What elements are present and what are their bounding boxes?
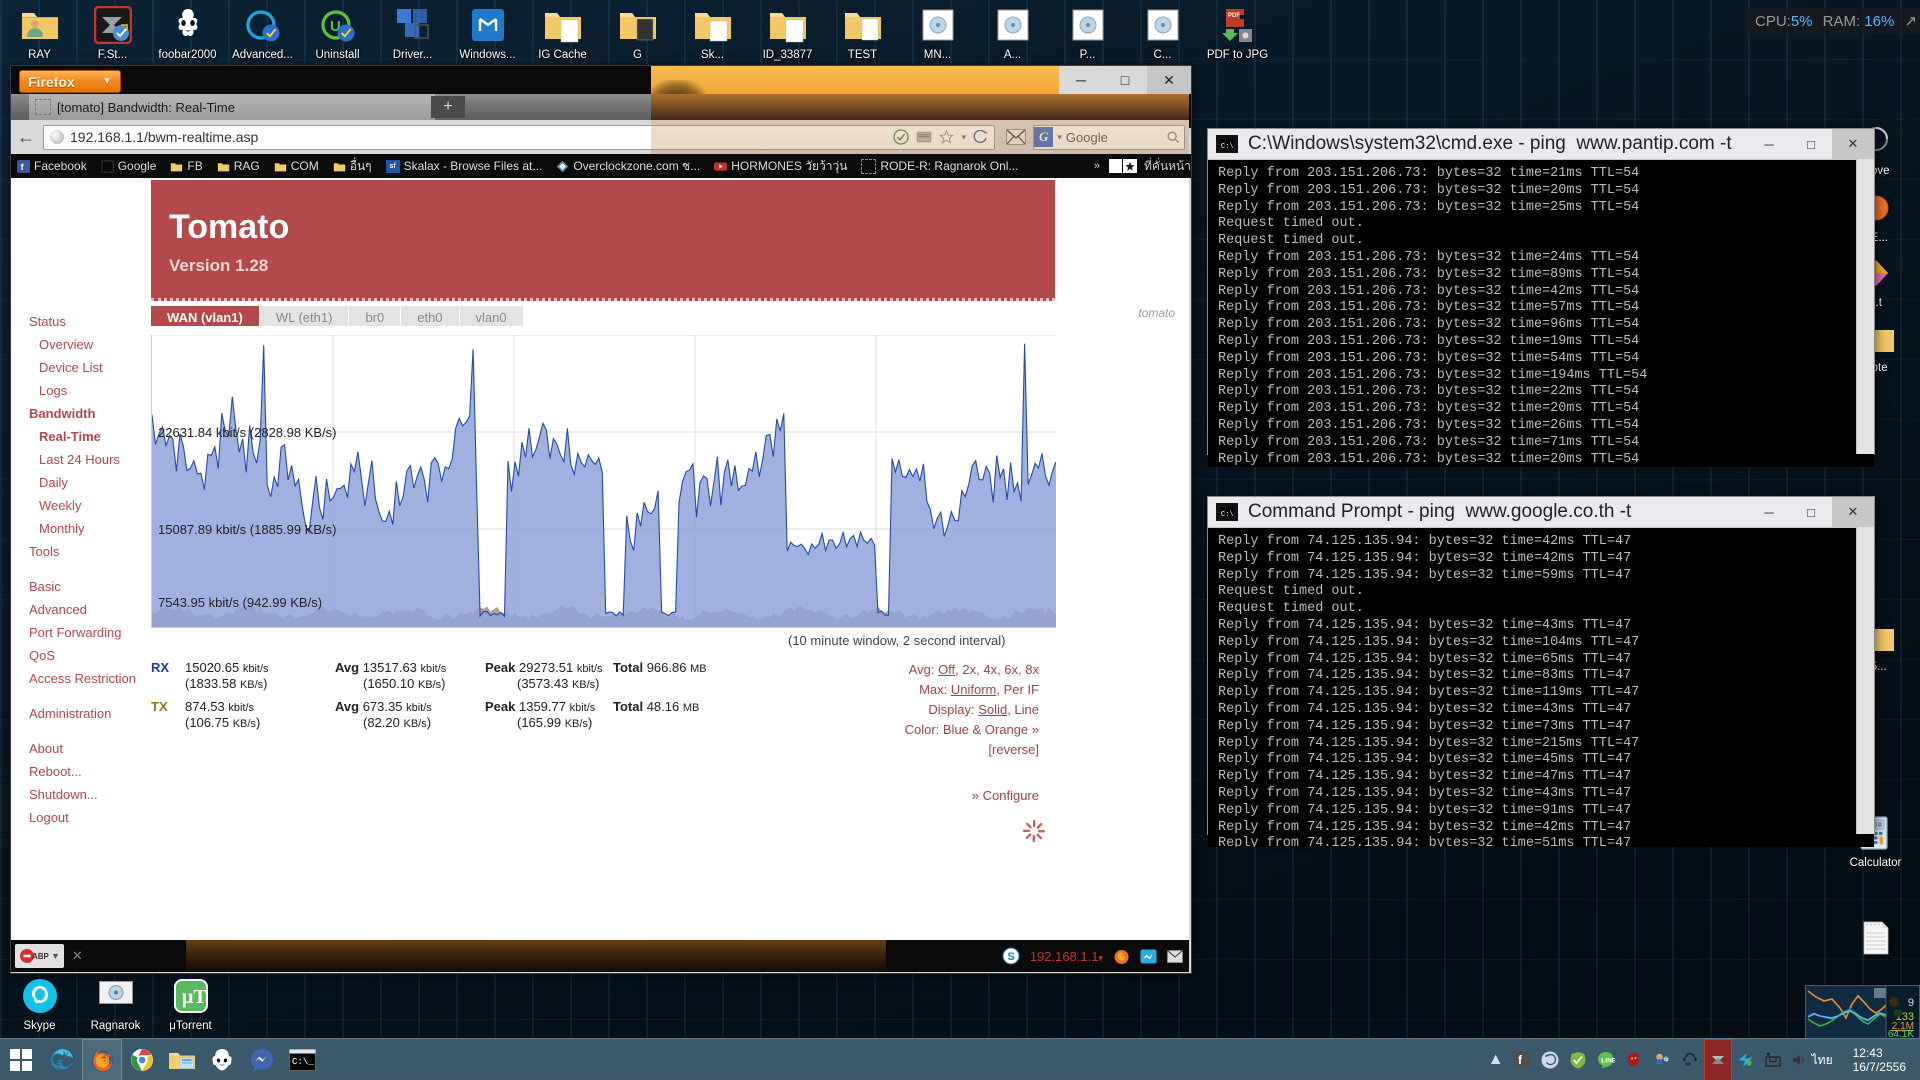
svg-text:f: f [21,161,24,171]
svg-text:S: S [1007,951,1014,963]
svg-text:9: 9 [1908,997,1914,1009]
svg-text:μT: μT [182,986,207,1008]
svg-text:C:\: C:\ [1221,143,1234,150]
svg-text:PDF: PDF [1228,13,1240,19]
svg-text:P: P [1664,1057,1668,1063]
svg-text:C:\_: C:\_ [292,1057,314,1067]
svg-text:C:\: C:\ [1221,511,1234,518]
svg-text:ABP: ABP [32,952,49,961]
svg-text:LINE: LINE [1601,1058,1615,1065]
